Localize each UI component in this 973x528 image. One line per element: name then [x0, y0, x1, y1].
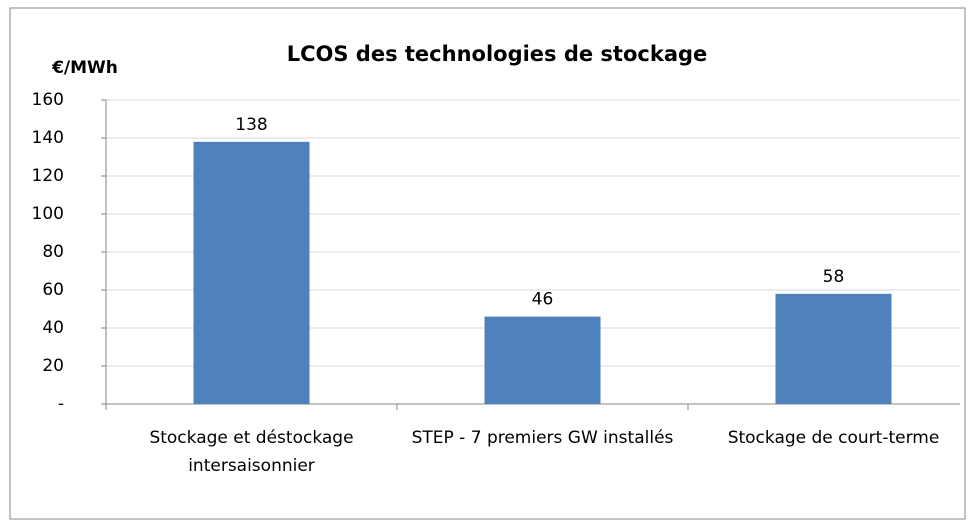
y-tick-label: 80	[42, 242, 64, 262]
x-tick-label: Stockage et déstockage intersaisonnier	[149, 428, 354, 476]
data-label: 58	[823, 267, 845, 287]
bar	[775, 293, 892, 404]
chart-title: LCOS des technologies de stockage	[287, 42, 708, 66]
y-tick-label: 160	[32, 90, 64, 110]
y-tick-label: 140	[32, 128, 64, 148]
y-tick-label: 20	[42, 356, 64, 376]
chart-frame	[9, 7, 966, 520]
x-tick-label: Stockage de court-terme	[727, 428, 940, 448]
bar	[484, 316, 601, 404]
x-tick-label: STEP - 7 premiers GW installés	[411, 428, 674, 448]
data-label: 138	[235, 115, 267, 135]
y-tick-label: 120	[32, 166, 64, 186]
y-tick-label: 40	[42, 318, 64, 338]
bar	[193, 141, 310, 405]
data-label: 46	[532, 290, 554, 310]
y-axis-label: €/MWh	[51, 58, 118, 78]
y-tick-label: 100	[32, 204, 64, 224]
y-tick-label: 60	[42, 280, 64, 300]
y-tick-label: -	[58, 394, 64, 414]
